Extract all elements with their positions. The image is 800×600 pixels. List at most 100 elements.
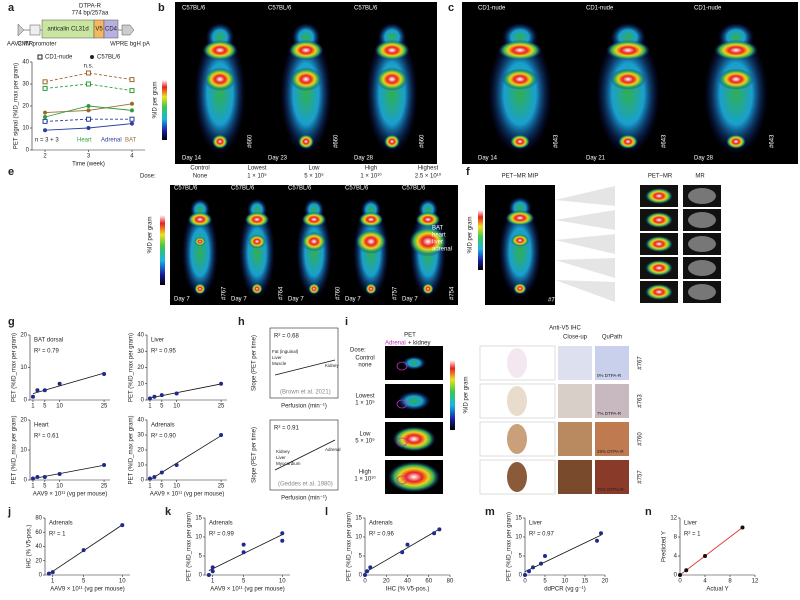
qupath — [595, 384, 629, 418]
point — [152, 394, 157, 399]
ihc-organ — [507, 386, 527, 416]
y-tick-label: 10 — [515, 535, 522, 541]
y-tick-label: 0 — [26, 148, 30, 154]
hotspot — [194, 237, 206, 246]
adrenal-outline — [396, 437, 408, 447]
wpre-label: WPRE bgH pA — [110, 42, 150, 48]
point — [129, 77, 135, 83]
label: 1 × 10¹⁰ — [360, 173, 382, 180]
point — [595, 538, 599, 543]
hotspot — [505, 210, 535, 226]
legend-label: CD1-nude — [45, 55, 73, 61]
hotspot — [510, 134, 530, 149]
point — [599, 531, 603, 536]
point — [120, 523, 125, 528]
point — [57, 381, 62, 386]
reference: (Brown et al. 2021) — [280, 390, 331, 396]
x-tick-label: 5 — [43, 404, 47, 410]
point — [86, 116, 91, 122]
hotspot — [422, 283, 434, 295]
gene: anticalin CL31d — [47, 27, 88, 33]
chart-title: Heart — [34, 423, 49, 429]
hotspot — [718, 68, 754, 90]
point — [678, 573, 682, 577]
label: Muscle — [272, 361, 287, 366]
hotspot — [355, 229, 387, 254]
point — [432, 531, 437, 536]
label: %ID per gram — [464, 376, 470, 413]
y-tick-label: 15 — [355, 516, 362, 522]
label: CD1-nude — [478, 6, 506, 12]
label: #760 — [336, 286, 342, 300]
annotation: R² = 0.79 — [34, 349, 60, 355]
x-label: Actual Y — [706, 587, 728, 593]
y-tick-label: 5 — [199, 554, 203, 560]
x-label: Perfusion (min⁻¹) — [281, 404, 327, 410]
qupath — [595, 422, 629, 456]
point — [129, 101, 134, 106]
chart-title: Liver — [684, 521, 697, 527]
label: C57BL/6 — [354, 6, 378, 12]
x-tick-label: 10 — [173, 404, 180, 410]
x-tick-label: 5 — [242, 579, 246, 585]
closeup — [558, 460, 592, 494]
hotspot — [251, 283, 263, 295]
label: Control — [355, 356, 374, 362]
x-tick-label: 5 — [160, 404, 164, 410]
point — [86, 70, 91, 76]
label: 5 × 10⁹ — [304, 173, 324, 180]
annotation: R² = 0.97 — [529, 532, 555, 538]
hotspot — [714, 40, 758, 61]
colorbar — [160, 215, 165, 285]
y-label: PET (%ID_max per gram) — [507, 512, 513, 581]
annotation: n = 3 + 3 — [35, 138, 59, 144]
label: C57BL/6 — [288, 186, 312, 192]
label: None — [193, 174, 208, 180]
label: heart — [432, 233, 446, 239]
hotspot — [290, 67, 322, 91]
mouse-body — [498, 204, 542, 299]
x-tick-label: 5 — [43, 484, 47, 490]
label: C57BL/6 — [182, 6, 206, 12]
point — [241, 550, 246, 555]
label: adrenal — [432, 247, 452, 253]
hotspot — [415, 211, 441, 228]
colorbar — [478, 210, 483, 270]
x-tick-label: 12 — [752, 579, 759, 585]
point — [86, 81, 91, 87]
pet-signal — [402, 356, 426, 370]
hotspot — [510, 234, 530, 247]
point — [86, 126, 91, 130]
label: #643 — [554, 134, 560, 148]
x-tick-label: 10 — [56, 484, 63, 490]
series-label: Adrenal — [101, 138, 122, 144]
axes — [146, 420, 227, 481]
r2: R² = 0.91 — [274, 426, 300, 432]
y-tick-label: 10 — [20, 365, 27, 371]
zoom-wedge — [555, 258, 615, 278]
panel-label: j — [7, 506, 11, 518]
closeup — [558, 346, 592, 380]
y-tick-label: 10 — [20, 448, 27, 454]
point — [210, 569, 215, 574]
y-label: PET (%ID_max per gram) — [12, 333, 18, 402]
y-label: IHC (% V5-pos.) — [27, 525, 33, 569]
y-tick-label: 10 — [195, 535, 202, 541]
label: 1 × 10⁹ — [247, 173, 267, 180]
slice-pet — [645, 212, 673, 228]
fit-line — [274, 439, 336, 471]
annotation: R² = 1 — [49, 532, 66, 538]
point — [523, 573, 527, 577]
label: 0% DTPA-R — [597, 373, 622, 378]
point — [43, 115, 48, 119]
point — [531, 565, 535, 570]
tag-box — [103, 19, 119, 39]
label: #660 — [248, 134, 254, 148]
x-label: IHC (% V5-pos.) — [386, 587, 430, 593]
zoom-wedge — [555, 186, 615, 206]
closeup — [558, 422, 592, 456]
axes — [146, 335, 227, 401]
label: Kidney — [325, 363, 340, 368]
point — [102, 372, 107, 376]
y-tick-label: 10 — [137, 381, 144, 387]
